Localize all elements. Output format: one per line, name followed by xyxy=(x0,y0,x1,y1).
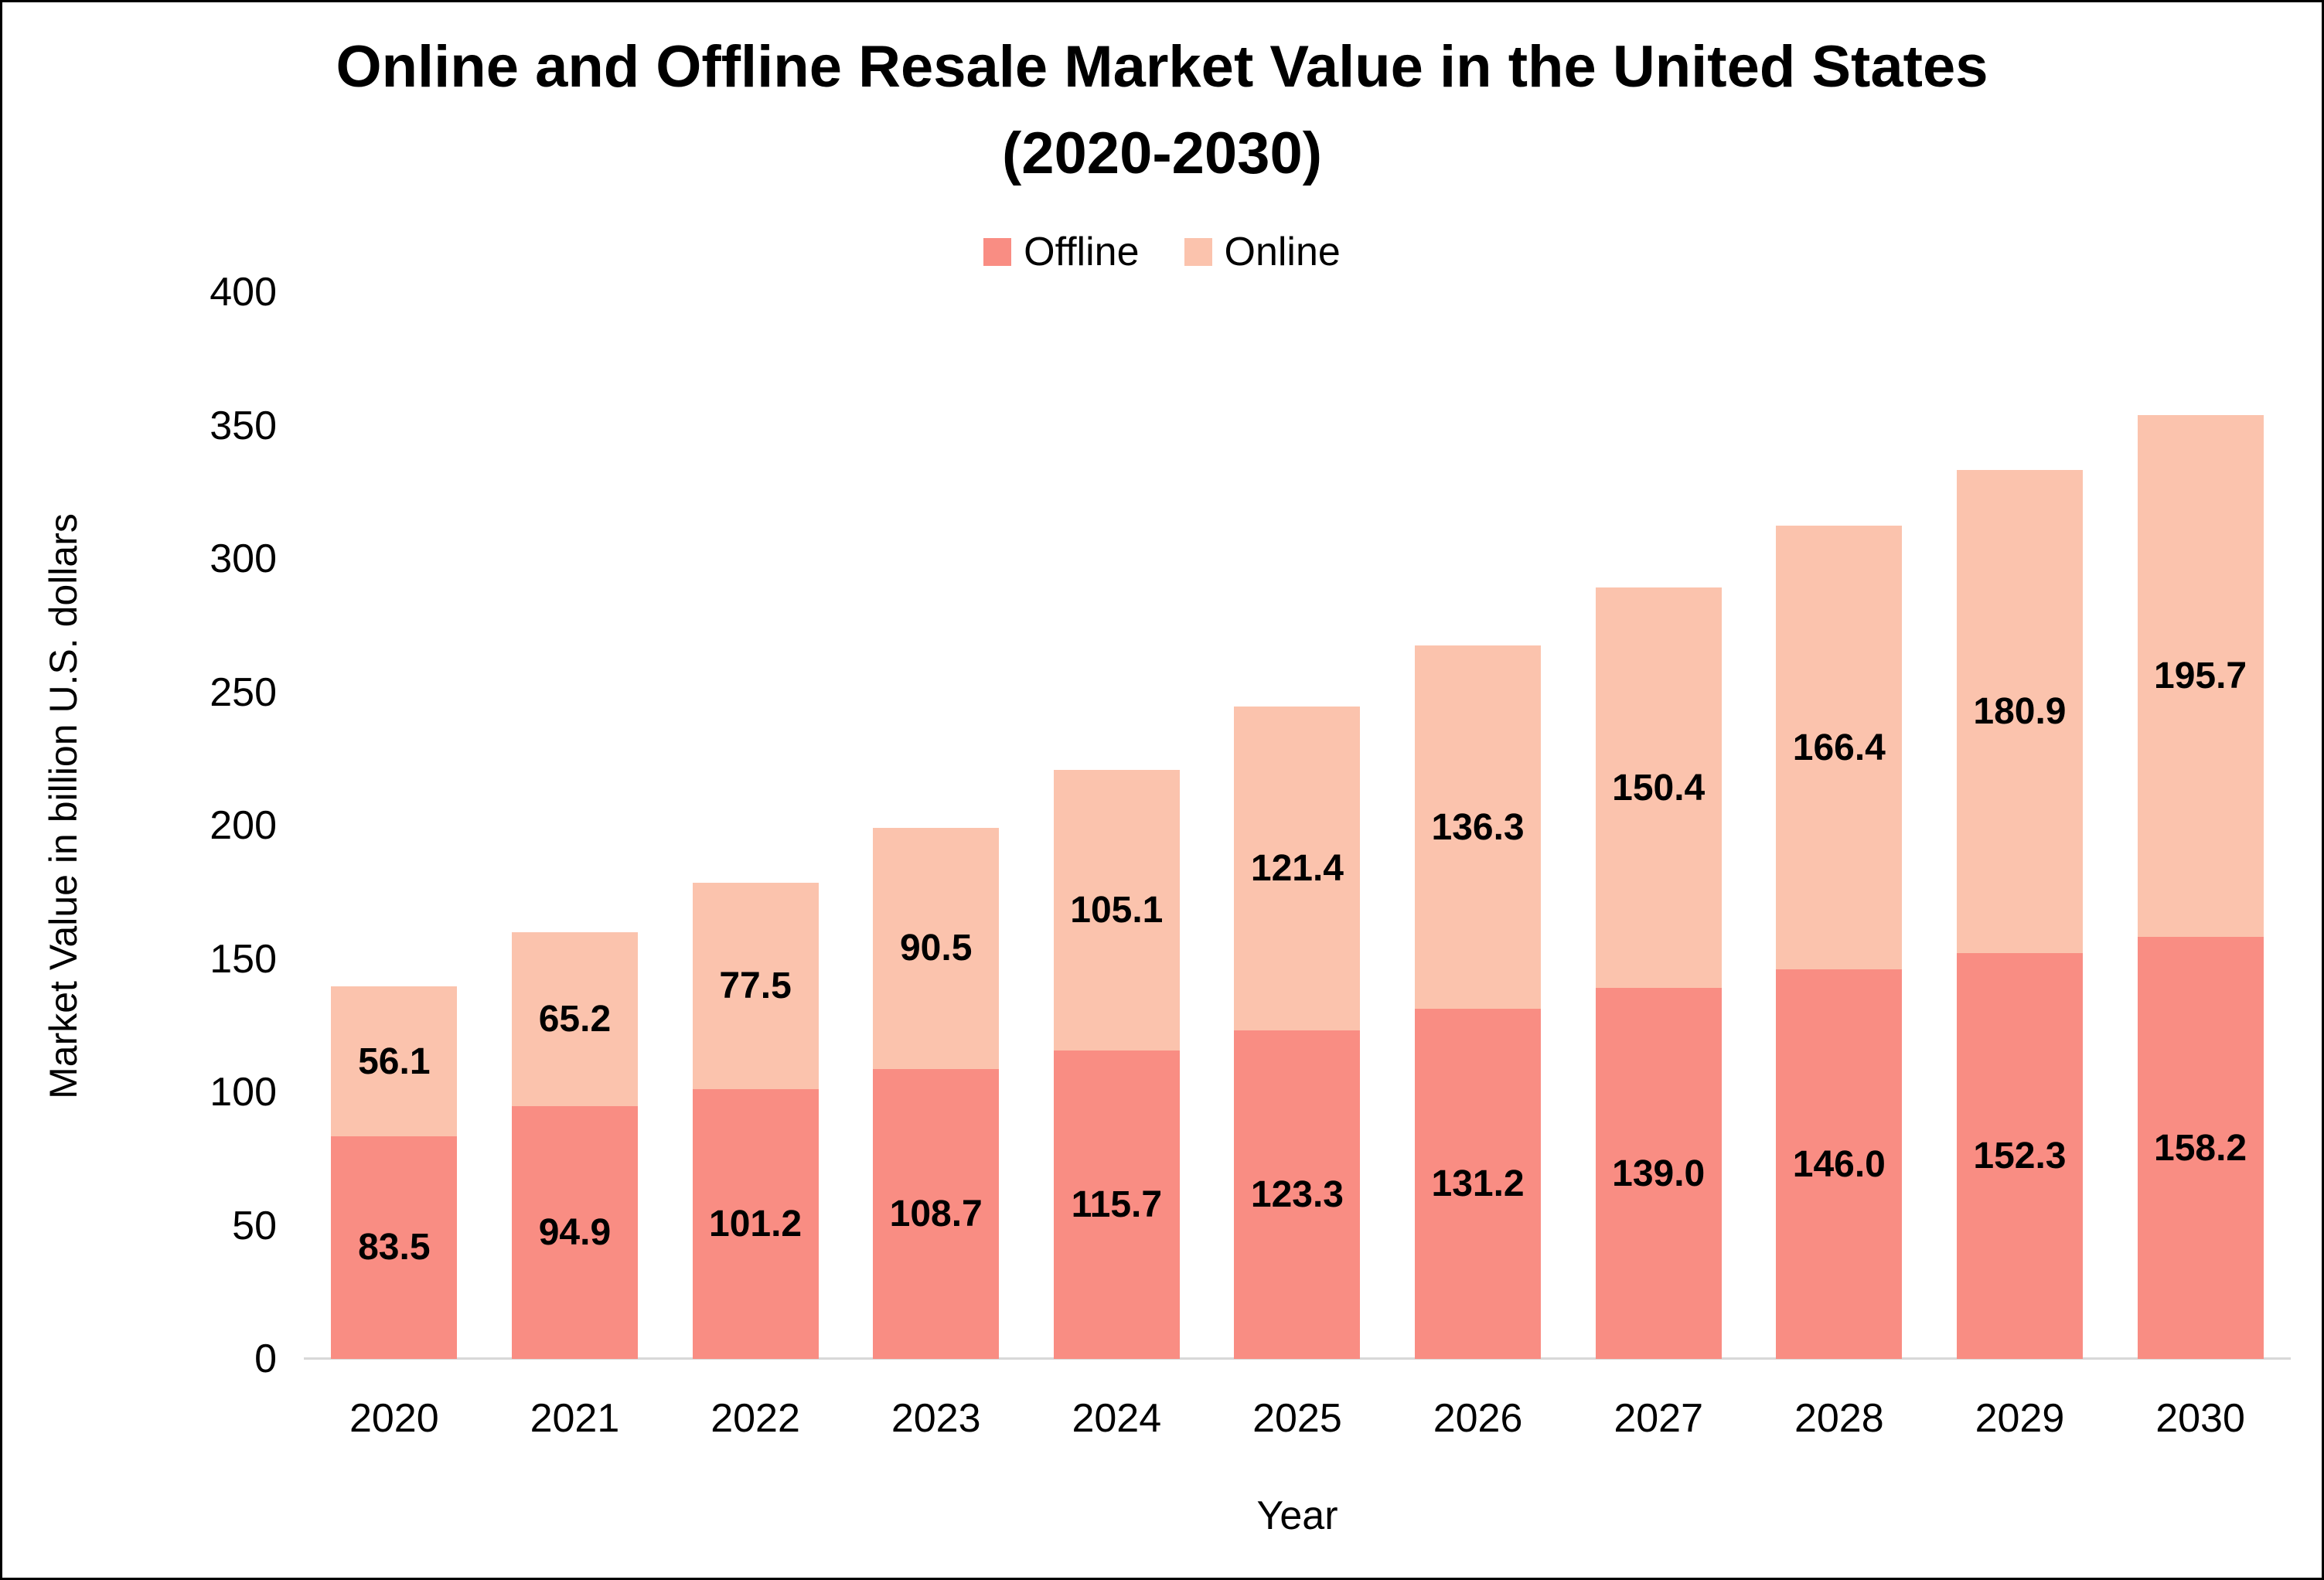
bar-segment-online-2026: 136.3 xyxy=(1415,645,1542,1010)
legend-label-online: Online xyxy=(1224,230,1341,274)
bar-value-online-2028: 166.4 xyxy=(1792,727,1886,768)
bar-value-online-2022: 77.5 xyxy=(719,965,792,1006)
bar-segment-offline-2027: 139.0 xyxy=(1595,988,1722,1359)
bar-group-2026: 136.3 131.2 xyxy=(1415,292,1542,1359)
x-tick-2024: 2024 xyxy=(1072,1396,1162,1441)
bar-value-online-2029: 180.9 xyxy=(1973,691,2067,733)
bar-segment-online-2027: 150.4 xyxy=(1595,587,1722,989)
bar-group-2023: 90.5 108.7 xyxy=(873,292,1000,1359)
bar-value-online-2025: 121.4 xyxy=(1250,847,1344,889)
y-tick-0: 0 xyxy=(254,1337,277,1381)
y-tick-150: 150 xyxy=(210,936,277,982)
bar-value-online-2024: 105.1 xyxy=(1070,890,1164,931)
bar-segment-online-2024: 105.1 xyxy=(1053,770,1180,1050)
bar-value-offline-2027: 139.0 xyxy=(1612,1153,1706,1194)
bar-group-2030: 195.7 158.2 xyxy=(2137,292,2264,1359)
bar-value-offline-2020: 83.5 xyxy=(358,1227,431,1268)
bar-group-2022: 77.5 101.2 xyxy=(692,292,819,1359)
y-tick-50: 50 xyxy=(232,1203,277,1248)
bar-segment-offline-2026: 131.2 xyxy=(1415,1009,1542,1359)
bar-value-offline-2021: 94.9 xyxy=(538,1211,612,1253)
x-axis-tick-labels: 2020 2021 2022 2023 2024 2025 2026 2027 2028 2029… xyxy=(304,1395,2291,1442)
chart-title-line1: Online and Offline Resale Market Value i… xyxy=(336,34,1988,100)
bar-value-offline-2024: 115.7 xyxy=(1071,1183,1163,1225)
plot-area: 56.1 83.5 65.2 94.9 77.5 101.2 90.5 108.7 105.1 1… xyxy=(304,292,2291,1359)
bar-group-2025: 121.4 123.3 xyxy=(1234,292,1361,1359)
bar-value-offline-2029: 152.3 xyxy=(1973,1135,2067,1176)
legend-item-online: Online xyxy=(1184,229,1341,275)
bar-segment-online-2022: 77.5 xyxy=(692,882,819,1089)
bar-segment-offline-2020: 83.5 xyxy=(331,1136,458,1359)
bar-value-online-2020: 56.1 xyxy=(358,1040,431,1082)
x-tick-2021: 2021 xyxy=(530,1396,620,1441)
y-tick-400: 400 xyxy=(210,270,277,315)
bar-segment-offline-2023: 108.7 xyxy=(873,1069,1000,1359)
x-tick-2028: 2028 xyxy=(1794,1396,1884,1441)
bar-segment-offline-2021: 94.9 xyxy=(511,1105,638,1359)
x-tick-2022: 2022 xyxy=(710,1396,800,1441)
bar-value-online-2030: 195.7 xyxy=(2154,655,2247,697)
y-tick-300: 300 xyxy=(210,536,277,581)
y-axis-tick-labels: 0 50 100 150 200 250 300 350 400 xyxy=(2,270,277,1381)
bar-group-2027: 150.4 139.0 xyxy=(1595,292,1722,1359)
bar-segment-online-2021: 65.2 xyxy=(511,931,638,1106)
online-legend-swatch-icon xyxy=(1184,238,1212,266)
x-tick-2027: 2027 xyxy=(1614,1396,1704,1441)
bar-segment-offline-2025: 123.3 xyxy=(1234,1030,1361,1359)
bar-segment-offline-2028: 146.0 xyxy=(1776,969,1903,1359)
bar-segment-offline-2029: 152.3 xyxy=(1956,952,2083,1359)
bar-value-online-2026: 136.3 xyxy=(1431,806,1525,848)
bar-segment-offline-2030: 158.2 xyxy=(2137,937,2264,1359)
bar-segment-online-2028: 166.4 xyxy=(1776,526,1903,970)
bar-group-2028: 166.4 146.0 xyxy=(1776,292,1903,1359)
bar-value-online-2027: 150.4 xyxy=(1612,767,1706,809)
y-tick-350: 350 xyxy=(210,403,277,448)
bar-value-offline-2022: 101.2 xyxy=(709,1203,802,1245)
bar-segment-online-2023: 90.5 xyxy=(873,827,1000,1069)
bar-value-offline-2028: 146.0 xyxy=(1792,1143,1886,1185)
x-tick-2029: 2029 xyxy=(1975,1396,2065,1441)
bar-value-online-2023: 90.5 xyxy=(899,928,973,969)
chart-title-line2: (2020-2030) xyxy=(1001,121,1323,186)
bar-value-offline-2025: 123.3 xyxy=(1250,1173,1344,1215)
bar-value-offline-2030: 158.2 xyxy=(2154,1127,2247,1169)
legend-item-offline: Offline xyxy=(983,229,1140,275)
bar-segment-offline-2022: 101.2 xyxy=(692,1088,819,1359)
x-tick-2026: 2026 xyxy=(1433,1396,1523,1441)
y-tick-100: 100 xyxy=(210,1070,277,1115)
bar-segment-online-2029: 180.9 xyxy=(1956,470,2083,953)
legend: Offline Online xyxy=(2,229,2322,275)
bar-group-2029: 180.9 152.3 xyxy=(1956,292,2083,1359)
bar-value-offline-2023: 108.7 xyxy=(889,1194,983,1234)
x-tick-2025: 2025 xyxy=(1252,1396,1342,1441)
chart-title-block: Online and Offline Resale Market Value i… xyxy=(2,24,2322,197)
bar-group-2020: 56.1 83.5 xyxy=(331,292,458,1359)
bar-group-2021: 65.2 94.9 xyxy=(511,292,638,1359)
y-tick-250: 250 xyxy=(210,669,277,715)
bar-value-offline-2026: 131.2 xyxy=(1431,1163,1525,1205)
offline-legend-swatch-icon xyxy=(983,238,1012,266)
bar-group-2024: 105.1 115.7 xyxy=(1053,292,1180,1359)
bar-value-online-2021: 65.2 xyxy=(538,998,612,1040)
legend-label-offline: Offline xyxy=(1024,230,1140,274)
x-axis-title: Year xyxy=(1256,1493,1338,1538)
x-tick-2023: 2023 xyxy=(891,1396,981,1441)
bar-segment-online-2020: 56.1 xyxy=(331,986,458,1136)
x-tick-2020: 2020 xyxy=(349,1396,439,1441)
bar-segment-offline-2024: 115.7 xyxy=(1053,1050,1180,1359)
bar-segment-online-2030: 195.7 xyxy=(2137,415,2264,938)
bar-segment-online-2025: 121.4 xyxy=(1234,706,1361,1030)
y-tick-200: 200 xyxy=(210,803,277,848)
x-tick-2030: 2030 xyxy=(2155,1396,2245,1441)
